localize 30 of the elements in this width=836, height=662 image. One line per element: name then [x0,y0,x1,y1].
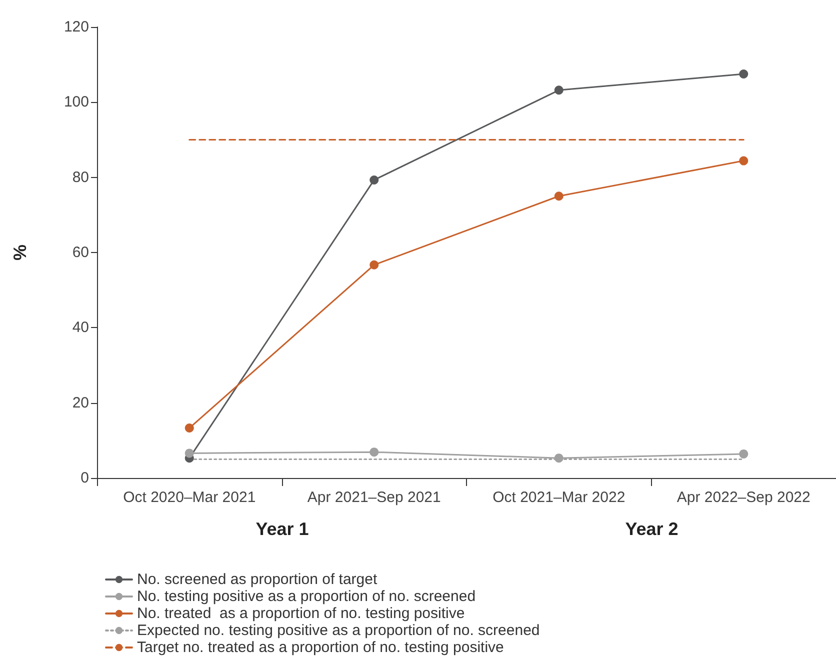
y-tick-label: 0 [80,470,89,486]
y-tick-label: 80 [72,168,89,186]
point [739,69,748,78]
point [739,449,748,458]
x-tick-label: Oct 2020–Mar 2021 [123,489,256,506]
y-tick-label: 100 [64,94,89,111]
point [184,448,194,458]
text: Year 2 [625,519,678,539]
point [370,260,379,270]
legend-label: Expected no. testing positive as a proportion of no. screened [137,622,540,639]
point [554,86,564,95]
y-axis-title: % [10,244,30,261]
y-tick-label: 120 [64,18,89,36]
legend-label: No. screened as proportion of target [137,571,378,588]
text: Year 1 [256,519,309,539]
x-tick-label: Apr 2022–Sep 2022 [676,489,810,506]
point [184,424,194,433]
legend-label: Target no. treated as a proportion of no. testing positive [137,639,504,656]
point [739,156,748,166]
y-tick-label: 40 [72,319,89,336]
point [554,192,564,201]
point [370,175,379,184]
legend-label: No. treated as a proportion of no. testing positive [137,605,465,622]
x-tick-label: Apr 2021–Sep 2021 [307,489,441,506]
legend-label: No. testing positive as a proportion of no. screened [137,588,476,605]
x-tick-label: Oct 2021–Mar 2022 [492,489,626,506]
y-tick-label: 20 [72,394,89,412]
y-tick-label: 60 [72,244,89,261]
point [554,454,564,463]
point [370,448,379,457]
